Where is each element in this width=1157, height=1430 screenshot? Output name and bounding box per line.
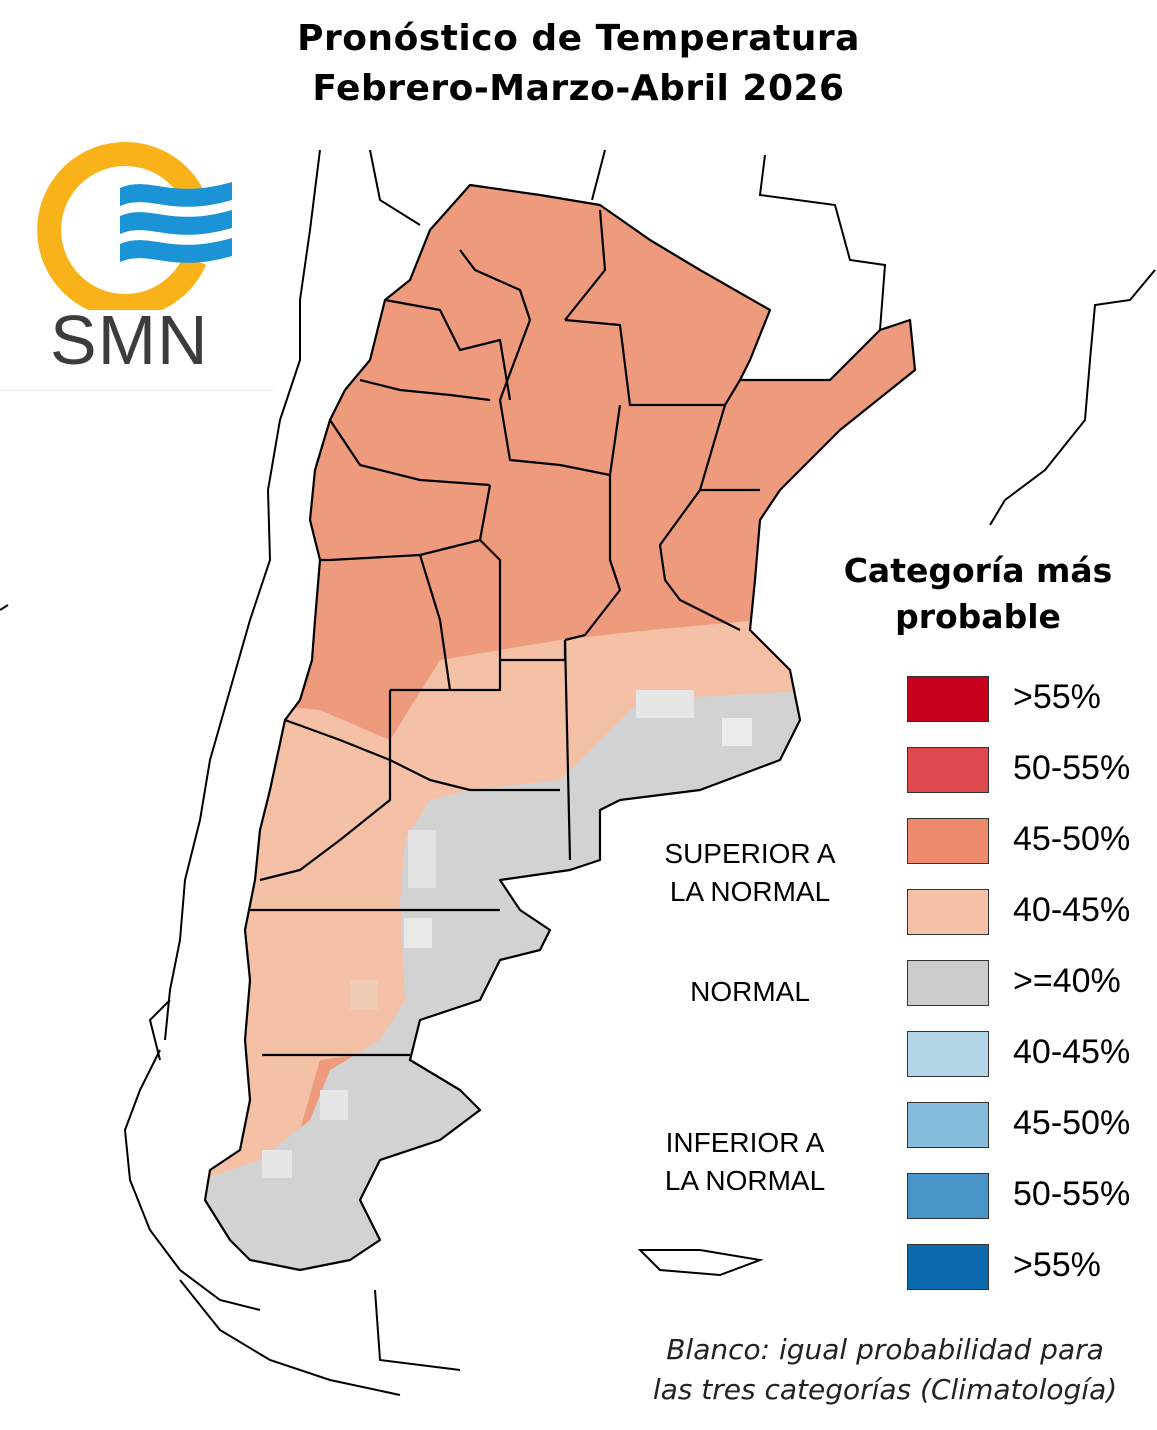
category-normal: NORMAL [690,976,810,1007]
legend-swatch [907,747,989,793]
legend-swatch [907,676,989,722]
category-inferior-line1: INFERIOR A [665,1127,825,1158]
note-line2: las tres categorías (Climatología) [652,1373,1118,1406]
legend-label: 40-45% [1013,891,1131,929]
smn-logo-text: SMN [50,301,209,379]
category-inferior: INFERIOR A LA NORMAL [635,1124,855,1200]
climatology-note: Blanco: igual probabilidad para las tres… [620,1330,1150,1410]
map-title: Pronóstico de Temperatura [297,18,860,59]
map-subtitle: Febrero-Marzo-Abril 2026 [312,68,845,109]
legend-swatch [907,889,989,935]
legend-label: >55% [1013,1246,1101,1284]
category-superior-line1: SUPERIOR A [664,838,836,869]
category-inferior-line2: LA NORMAL [664,1165,826,1196]
legend-label: >55% [1013,678,1101,716]
note-line1: Blanco: igual probabilidad para [666,1333,1104,1366]
logo-divider [0,390,275,391]
chile-coast [123,999,764,1396]
legend-label: 40-45% [1013,1033,1131,1071]
legend-swatch [907,1244,989,1290]
legend-label: 50-55% [1013,1175,1131,1213]
legend-swatch [907,960,989,1006]
legend-swatch [907,1173,989,1219]
legend-title: Categoría más probable [838,548,1118,640]
neighbor-borders [0,149,1156,1371]
legend-swatch [907,1102,989,1148]
category-superior: SUPERIOR A LA NORMAL [640,835,860,911]
legend-title-line2: probable [895,597,1061,636]
legend-label: >=40% [1013,962,1121,1000]
smn-logo-icon [37,142,232,318]
legend-title-line1: Categoría más [843,551,1113,590]
province-borders [203,183,917,1272]
legend-label: 50-55% [1013,749,1131,787]
smn-logo [0,120,275,392]
legend-swatch [907,1031,989,1077]
legend-label: 45-50% [1013,1104,1131,1142]
category-superior-line2: LA NORMAL [669,876,831,907]
legend-label: 45-50% [1013,820,1131,858]
argentina-map [0,149,1156,1396]
legend-swatch [907,818,989,864]
